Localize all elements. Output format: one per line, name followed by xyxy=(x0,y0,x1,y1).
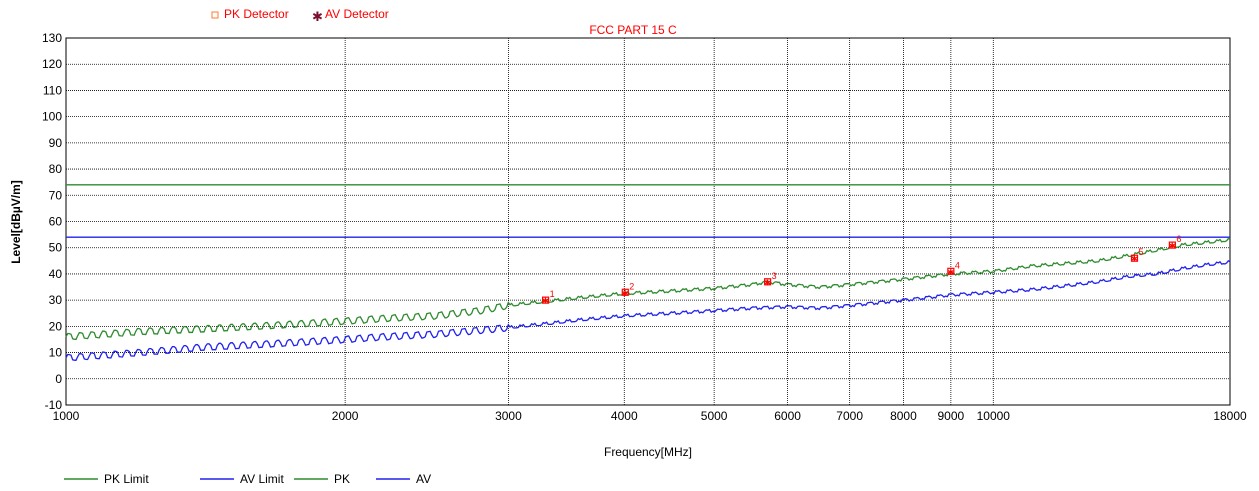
x-tick-label: 4000 xyxy=(611,409,638,423)
y-tick-label: 90 xyxy=(49,136,63,150)
peak-marker-label: 3 xyxy=(772,271,777,281)
chart-title: FCC PART 15 C xyxy=(589,23,677,37)
x-tick-label: 6000 xyxy=(774,409,801,423)
pk-detector-label: PK Detector xyxy=(224,7,289,21)
y-tick-label: -10 xyxy=(45,398,63,412)
x-tick-label: 5000 xyxy=(701,409,728,423)
y-tick-label: 110 xyxy=(43,83,62,97)
y-tick-label: 120 xyxy=(42,57,62,71)
x-tick-label: 3000 xyxy=(495,409,522,423)
x-axis-label: Frequency[MHz] xyxy=(604,445,692,459)
legend-label-pk-limit: PK Limit xyxy=(104,472,149,486)
pk-detector-square-icon xyxy=(211,11,219,19)
peak-marker-label: 2 xyxy=(629,281,634,291)
peak-marker-av: ✱ xyxy=(1169,242,1176,251)
peak-marker-av: ✱ xyxy=(542,297,549,306)
peak-marker-av: ✱ xyxy=(1131,255,1138,264)
y-tick-label: 20 xyxy=(49,319,63,333)
peak-marker-label: 6 xyxy=(1176,234,1181,244)
y-tick-label: 60 xyxy=(49,215,63,229)
peak-marker-av: ✱ xyxy=(622,289,629,298)
x-tick-label: 9000 xyxy=(938,409,965,423)
peak-marker-pk xyxy=(621,288,629,296)
x-tick-label: 2000 xyxy=(332,409,359,423)
av-detector-star-icon: ✱ xyxy=(312,9,323,24)
y-tick-label: 50 xyxy=(49,241,63,255)
peak-marker-pk xyxy=(1130,254,1139,262)
series-legend: PK Limit AV Limit PK AV xyxy=(64,472,431,486)
x-tick-label: 8000 xyxy=(890,409,917,423)
peak-markers: ✱1 ✱2 ✱3 ✱4✱5✱6 xyxy=(541,234,1181,306)
x-tick-labels: 1000 2000 3000 4000 5000 6000 7000 8000 9000 1000… xyxy=(53,409,1247,423)
y-tick-label: 100 xyxy=(42,110,62,124)
y-tick-label: 130 xyxy=(42,31,62,45)
peak-marker-av: ✱ xyxy=(764,278,771,287)
y-tick-label: 80 xyxy=(49,162,63,176)
y-tick-label: 40 xyxy=(49,267,63,281)
x-tick-label: 10000 xyxy=(977,409,1011,423)
x-tick-label: 7000 xyxy=(836,409,863,423)
peak-marker-pk xyxy=(1168,241,1176,249)
x-tick-label: 1000 xyxy=(53,409,80,423)
peak-marker-label: 1 xyxy=(550,289,555,299)
peak-marker-pk xyxy=(764,278,772,286)
y-tick-label: 70 xyxy=(49,188,63,202)
legend-label-av: AV xyxy=(416,472,431,486)
peak-marker-av: ✱ xyxy=(947,268,954,277)
y-axis-label: Level[dBµV/m] xyxy=(9,180,23,264)
av-detector-label: AV Detector xyxy=(325,7,389,21)
peak-marker-pk xyxy=(541,296,550,304)
y-tick-label: 0 xyxy=(55,372,62,386)
series-line-pk xyxy=(65,237,1231,341)
detector-legend: PK Detector ✱ AV Detector xyxy=(211,7,389,24)
x-tick-label: 18000 xyxy=(1213,409,1247,423)
y-tick-label: 30 xyxy=(49,293,63,307)
peak-marker-label: 5 xyxy=(1139,247,1144,257)
peak-marker-label: 4 xyxy=(955,260,960,270)
y-tick-labels: -10 0 10 20 30 40 50 60 70 80 90 100 110 120 130 xyxy=(42,31,62,412)
peak-marker-pk xyxy=(947,267,955,275)
series-lines xyxy=(65,184,1231,361)
legend-label-pk: PK xyxy=(334,472,350,486)
grid xyxy=(66,38,1230,405)
legend-label-av-limit: AV Limit xyxy=(240,472,284,486)
series-line-av xyxy=(65,259,1231,361)
y-tick-label: 10 xyxy=(49,346,63,360)
